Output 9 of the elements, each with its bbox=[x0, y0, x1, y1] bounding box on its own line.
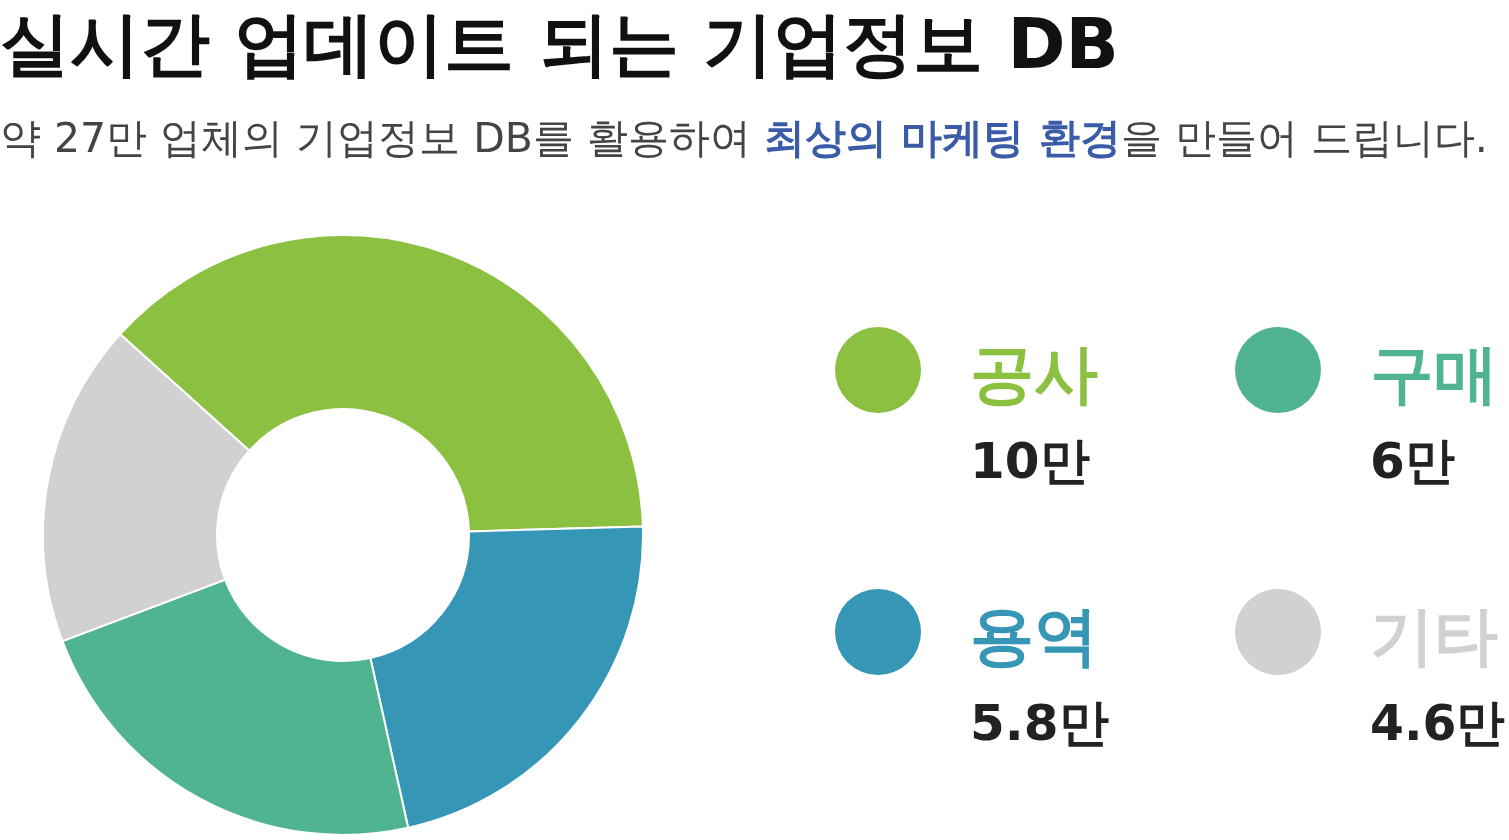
legend-label: 용역 bbox=[970, 599, 1098, 673]
data-label: 4.6만 bbox=[1370, 694, 1509, 752]
data-label: 5.8만 bbox=[970, 694, 1109, 752]
chart-subtitle: 약 27만 업체의 기업정보 DB를 활용하여 최상의 마케팅 환경을 만들어 드립니다. bbox=[0, 114, 1488, 162]
data-label: 10만 bbox=[970, 432, 1090, 490]
legend-label: 공사 bbox=[970, 337, 1098, 411]
legend-label: 구매 bbox=[1370, 337, 1498, 411]
chart-title: 실시간 업데이트 되는 기업정보 DB bbox=[0, 3, 1119, 85]
data-label: 6만 bbox=[1370, 432, 1455, 490]
